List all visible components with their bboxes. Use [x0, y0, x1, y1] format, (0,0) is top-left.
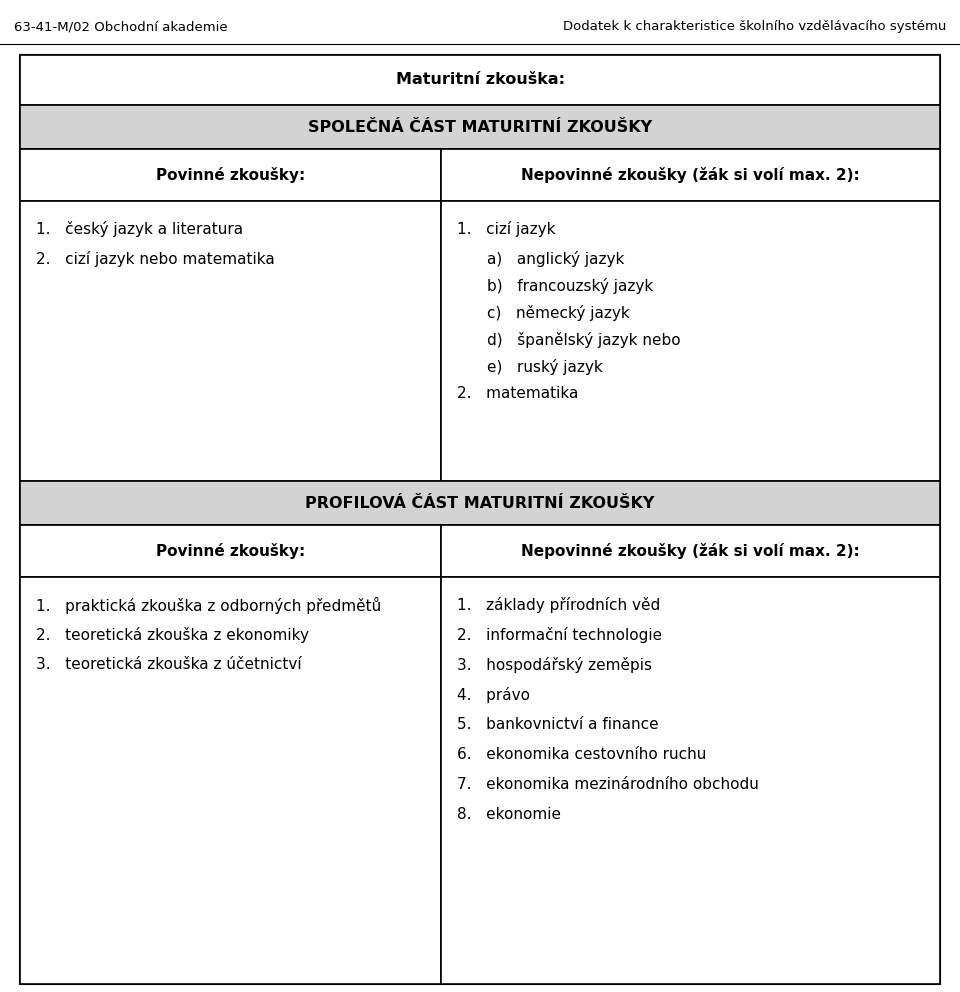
FancyBboxPatch shape: [441, 201, 940, 481]
Text: 1.   český jazyk a literatura: 1. český jazyk a literatura: [36, 221, 243, 237]
Text: SPOLEČNÁ ČÁST MATURITNÍ ZKOUŠKY: SPOLEČNÁ ČÁST MATURITNÍ ZKOUŠKY: [308, 119, 652, 135]
Text: c)   německý jazyk: c) německý jazyk: [487, 305, 630, 321]
Text: 63-41-M/02 Obchodní akademie: 63-41-M/02 Obchodní akademie: [14, 20, 228, 33]
FancyBboxPatch shape: [20, 201, 441, 481]
FancyBboxPatch shape: [441, 577, 940, 984]
Text: 2.   teoretická zkouška z ekonomiky: 2. teoretická zkouška z ekonomiky: [36, 627, 309, 643]
Text: 3.   hospodářský zeměpis: 3. hospodářský zeměpis: [457, 657, 652, 673]
Text: 2.   matematika: 2. matematika: [457, 386, 578, 401]
Text: e)   ruský jazyk: e) ruský jazyk: [487, 359, 603, 375]
Text: 7.   ekonomika mezinárodního obchodu: 7. ekonomika mezinárodního obchodu: [457, 777, 758, 792]
Text: 2.   cizí jazyk nebo matematika: 2. cizí jazyk nebo matematika: [36, 251, 275, 267]
Text: PROFILOVÁ ČÁST MATURITNÍ ZKOUŠKY: PROFILOVÁ ČÁST MATURITNÍ ZKOUŠKY: [305, 495, 655, 511]
Text: 1.   praktická zkouška z odborných předmětů: 1. praktická zkouška z odborných předmět…: [36, 597, 381, 614]
FancyBboxPatch shape: [20, 55, 940, 984]
Text: 1.   cizí jazyk: 1. cizí jazyk: [457, 221, 556, 237]
Text: Nepovinné zkoušky (žák si volí max. 2):: Nepovinné zkoušky (žák si volí max. 2):: [521, 167, 860, 183]
FancyBboxPatch shape: [441, 149, 940, 201]
Text: b)   francouzský jazyk: b) francouzský jazyk: [487, 278, 653, 294]
Text: a)   anglický jazyk: a) anglický jazyk: [487, 251, 624, 267]
Text: 6.   ekonomika cestovního ruchu: 6. ekonomika cestovního ruchu: [457, 747, 707, 762]
FancyBboxPatch shape: [20, 481, 940, 525]
Text: 4.   právo: 4. právo: [457, 687, 530, 703]
Text: d)   španělský jazyk nebo: d) španělský jazyk nebo: [487, 332, 681, 348]
FancyBboxPatch shape: [20, 55, 940, 105]
Text: 8.   ekonomie: 8. ekonomie: [457, 807, 561, 822]
Text: 3.   teoretická zkouška z účetnictví: 3. teoretická zkouška z účetnictví: [36, 657, 301, 672]
FancyBboxPatch shape: [20, 149, 441, 201]
Text: Nepovinné zkoušky (žák si volí max. 2):: Nepovinné zkoušky (žák si volí max. 2):: [521, 543, 860, 559]
FancyBboxPatch shape: [20, 105, 940, 149]
FancyBboxPatch shape: [20, 525, 441, 577]
FancyBboxPatch shape: [20, 577, 441, 984]
Text: Povinné zkoušky:: Povinné zkoušky:: [156, 543, 305, 559]
Text: 1.   základy přírodních věd: 1. základy přírodních věd: [457, 597, 660, 613]
Text: Maturitní zkouška:: Maturitní zkouška:: [396, 72, 564, 87]
Text: 2.   informační technologie: 2. informační technologie: [457, 627, 662, 643]
Text: Dodatek k charakteristice školního vzdělávacího systému: Dodatek k charakteristice školního vzděl…: [563, 20, 946, 33]
FancyBboxPatch shape: [441, 525, 940, 577]
Text: 5.   bankovnictví a finance: 5. bankovnictví a finance: [457, 717, 659, 732]
Text: Povinné zkoušky:: Povinné zkoušky:: [156, 167, 305, 183]
